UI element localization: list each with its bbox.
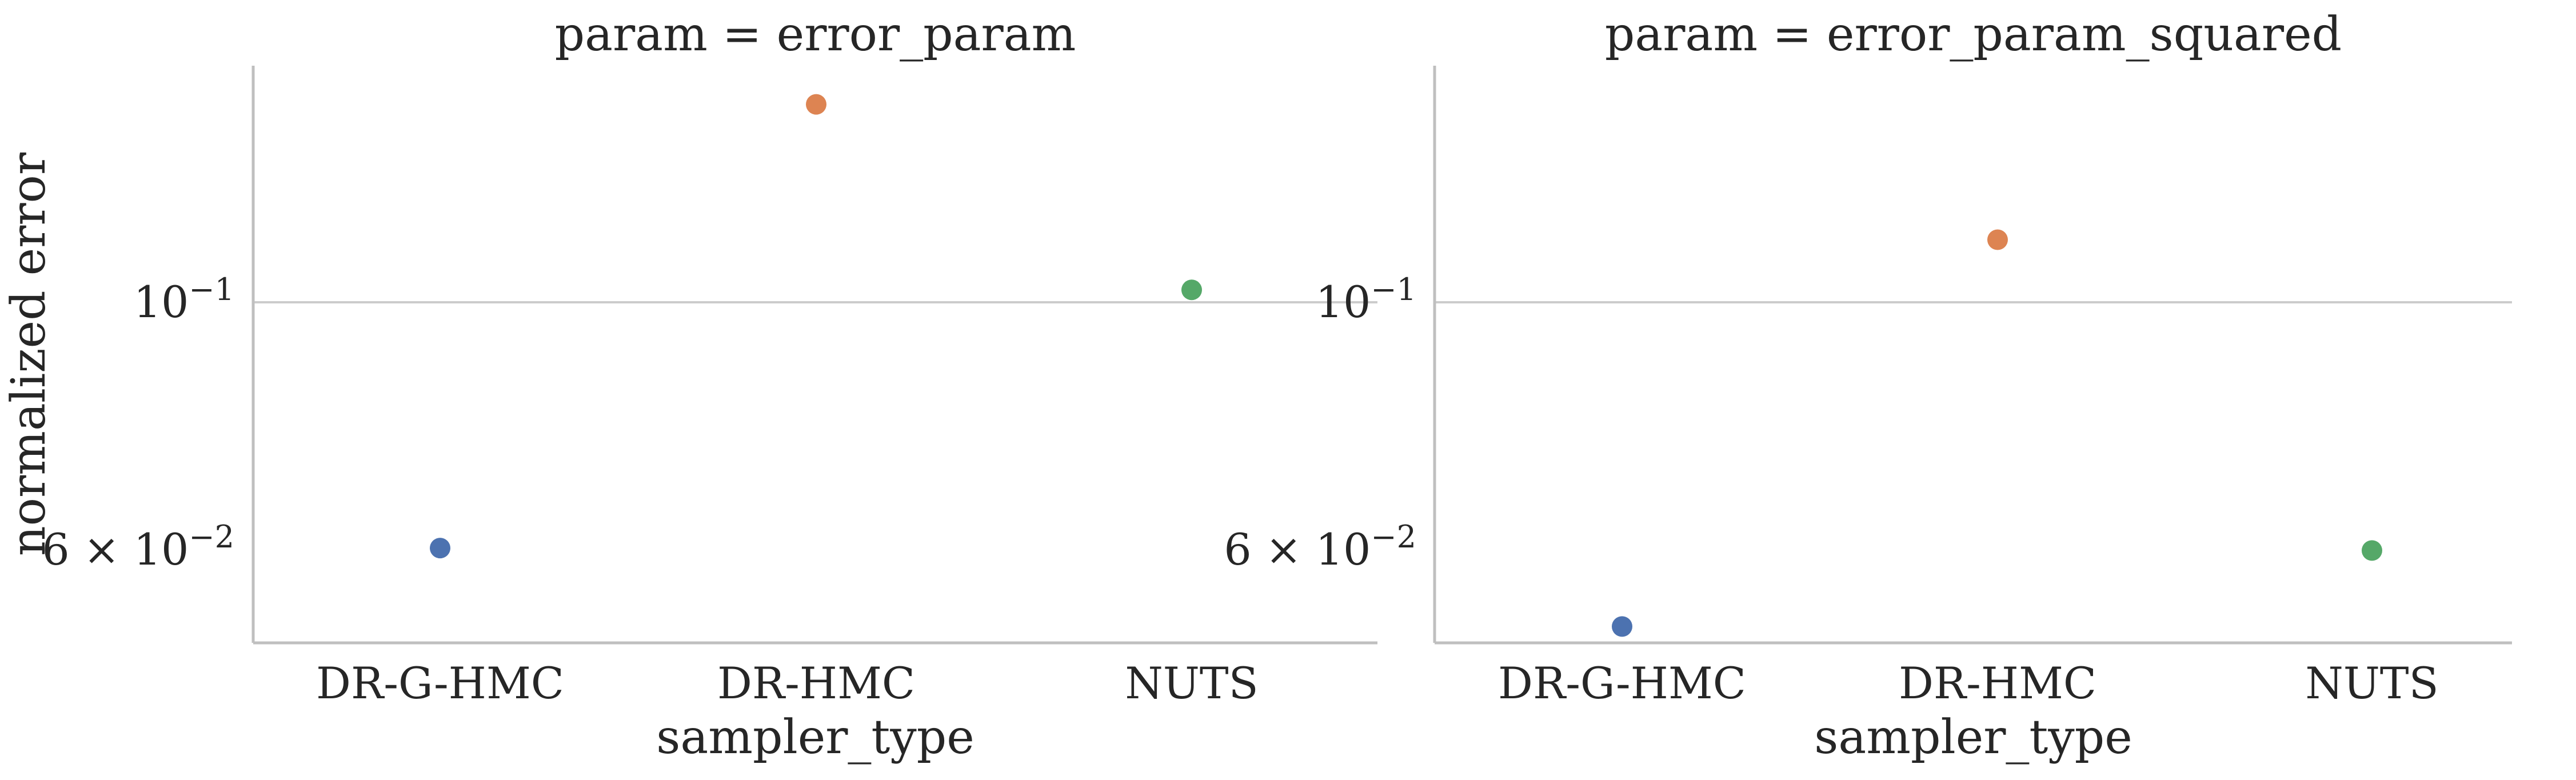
panel-1-ylabel: normalized error xyxy=(2,152,56,556)
panel-2-point-dr-hmc xyxy=(1987,229,2008,250)
panel-1-title: param = error_param xyxy=(555,7,1076,62)
panel-1-xtick-label: DR-HMC xyxy=(717,658,915,709)
panel-1-xtick-label: NUTS xyxy=(1125,658,1258,709)
panel-1-point-nuts xyxy=(1181,279,1202,301)
panel-2-xlabel: sampler_type xyxy=(1814,710,2132,765)
panel-1-ytick-label: 6 × 10−2 xyxy=(42,519,234,575)
panel-1-xlabel: sampler_type xyxy=(656,710,974,765)
panel-2-ytick-label: 6 × 10−2 xyxy=(1224,519,1416,575)
panel-2-title: param = error_param_squared xyxy=(1605,7,2342,62)
panel-1-point-dr-hmc xyxy=(806,94,826,115)
panel-2-xtick-label: DR-G-HMC xyxy=(1498,658,1746,709)
panel-2-xtick-label: NUTS xyxy=(2305,658,2438,709)
panel-2-ytick-label: 10−1 xyxy=(1316,271,1416,327)
panel-1-ytick-label: 10−1 xyxy=(134,271,234,327)
panel-2-point-nuts xyxy=(2362,540,2382,561)
panel-2-point-dr-g-hmc xyxy=(1612,616,1632,637)
panel-2-xtick-label: DR-HMC xyxy=(1899,658,2096,709)
panel-1-point-dr-g-hmc xyxy=(430,538,450,559)
panel-1-xtick-label: DR-G-HMC xyxy=(316,658,564,709)
